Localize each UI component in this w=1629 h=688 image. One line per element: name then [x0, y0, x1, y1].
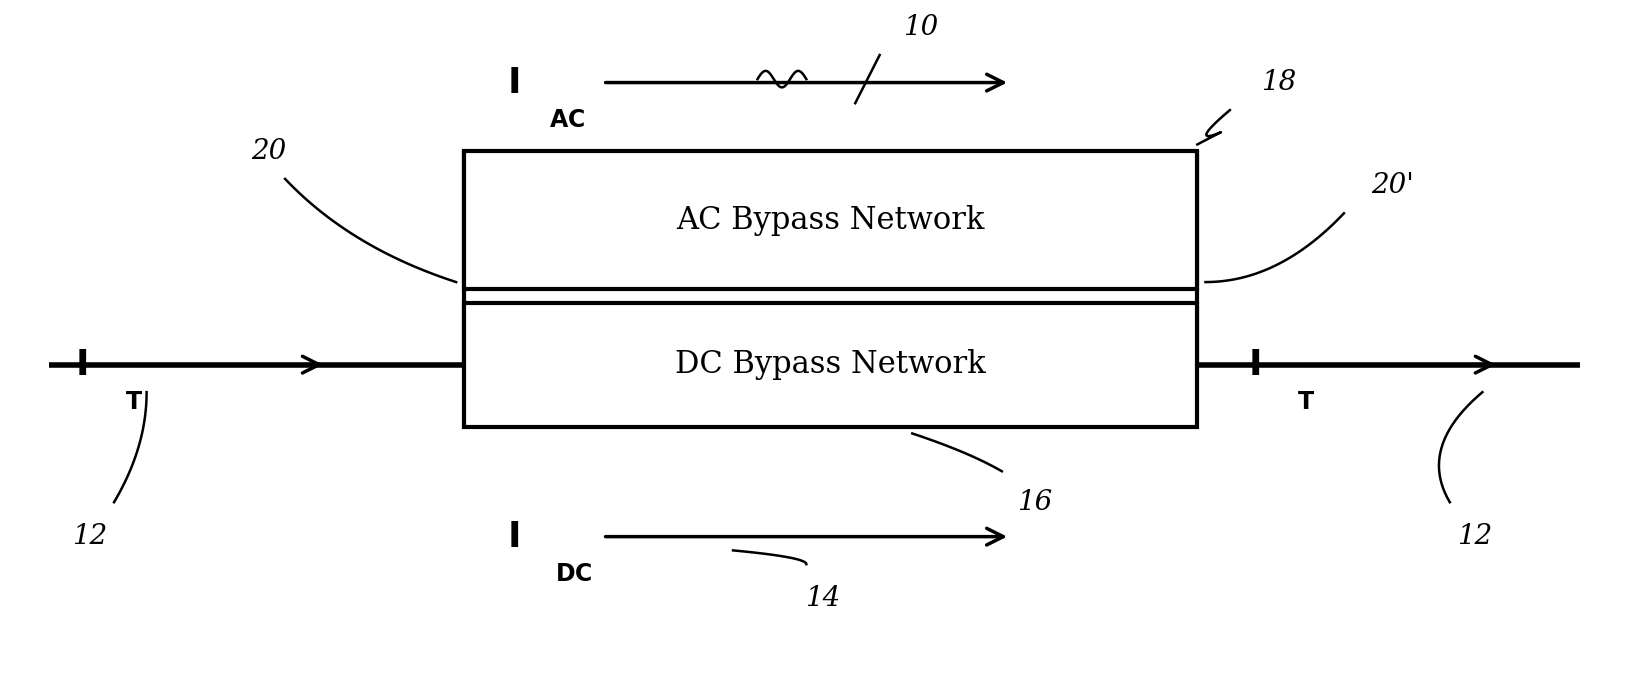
- Text: $\mathbf{I}$: $\mathbf{I}$: [507, 519, 520, 554]
- Text: $\mathbf{T}$: $\mathbf{T}$: [1297, 391, 1316, 414]
- Text: $\mathbf{I}$: $\mathbf{I}$: [507, 65, 520, 100]
- Text: $\mathbf{I}$: $\mathbf{I}$: [75, 347, 88, 382]
- Text: 12: 12: [1456, 523, 1492, 550]
- Text: DC Bypass Network: DC Bypass Network: [676, 349, 986, 380]
- Text: 10: 10: [902, 14, 938, 41]
- Text: 12: 12: [72, 523, 108, 550]
- Text: $\mathbf{AC}$: $\mathbf{AC}$: [549, 109, 585, 132]
- Text: 18: 18: [1261, 69, 1297, 96]
- Text: 20: 20: [251, 138, 287, 165]
- Text: $\mathbf{DC}$: $\mathbf{DC}$: [555, 563, 591, 586]
- Text: $\mathbf{I}$: $\mathbf{I}$: [1248, 347, 1261, 382]
- Text: 14: 14: [805, 585, 841, 612]
- Text: 20': 20': [1372, 172, 1414, 200]
- Text: AC Bypass Network: AC Bypass Network: [676, 204, 986, 236]
- Text: $\mathbf{T}$: $\mathbf{T}$: [124, 391, 143, 414]
- Bar: [464, 303, 1197, 427]
- Bar: [464, 151, 1197, 289]
- Text: 16: 16: [1016, 488, 1052, 516]
